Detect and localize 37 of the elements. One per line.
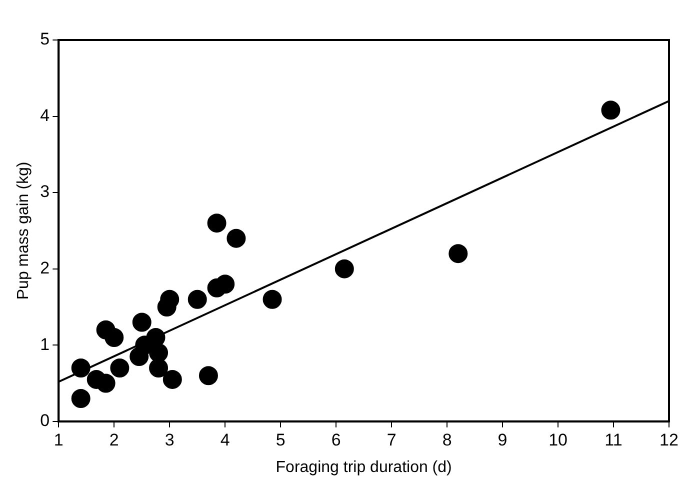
point (216, 274, 235, 294)
point (188, 290, 207, 309)
x-tick-label: 1 (54, 430, 64, 450)
y-tick-label: 1 (40, 334, 50, 354)
point (96, 374, 116, 393)
y-tick-label: 2 (40, 258, 50, 278)
y-tick-label: 4 (40, 106, 50, 125)
point (132, 312, 152, 332)
y-tick-label: 3 (40, 182, 50, 202)
point (110, 358, 130, 378)
x-tick-label: 5 (276, 430, 286, 450)
y-tick-label: 5 (40, 30, 50, 49)
point (71, 389, 90, 408)
x-tick-label: 8 (442, 430, 452, 450)
x-tick-label: 2 (109, 430, 119, 450)
x-tick-label: 7 (386, 430, 396, 450)
point (104, 328, 124, 347)
point (334, 259, 354, 278)
y-tick-label: 0 (40, 411, 50, 430)
point (448, 244, 468, 264)
point (262, 290, 282, 309)
x-tick-label: 3 (164, 430, 174, 450)
point (226, 228, 246, 248)
point (198, 366, 218, 386)
x-tick-label: 10 (548, 430, 568, 450)
x-tick-label: 9 (498, 430, 508, 450)
x-tick-label: 11 (604, 430, 622, 450)
x-tick-label: 12 (660, 430, 678, 450)
point (149, 358, 168, 378)
x-tick-label: 4 (220, 430, 230, 450)
x-axis-title: Foraging trip duration (d) (276, 458, 452, 476)
y-axis-title: Pup mass gain (kg) (15, 162, 32, 300)
point (207, 214, 226, 233)
point (162, 370, 182, 389)
point (71, 358, 90, 378)
x-tick-label: 6 (331, 430, 341, 450)
point (601, 100, 620, 120)
